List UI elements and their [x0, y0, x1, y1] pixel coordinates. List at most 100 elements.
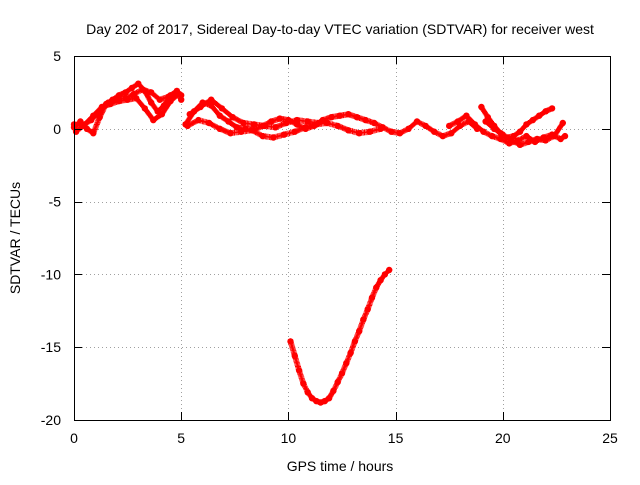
- data-point: [396, 130, 404, 137]
- x-tick-label: 25: [602, 430, 618, 446]
- data-point: [431, 128, 438, 135]
- data-point: [523, 132, 530, 140]
- data-point: [259, 132, 266, 140]
- data-point: [218, 105, 226, 112]
- data-series-arc-6: [186, 96, 322, 131]
- data-point: [115, 97, 123, 105]
- data-point: [377, 277, 384, 284]
- data-point: [225, 118, 232, 125]
- data-point: [90, 130, 97, 137]
- data-point: [283, 119, 290, 127]
- label-layer: 0 5 10 15 20 25 5 0 -5 -10 -15 -20: [41, 48, 618, 446]
- data-layer: [70, 80, 569, 406]
- data-point: [124, 96, 131, 103]
- data-series-arc-10: [287, 266, 393, 406]
- data-point: [107, 100, 114, 108]
- y-axis-label: SDTVAR / TECUs: [7, 182, 23, 294]
- data-point: [478, 103, 485, 111]
- data-point: [148, 89, 155, 96]
- x-tick-label: 20: [495, 430, 511, 446]
- data-point: [551, 132, 558, 140]
- data-point: [454, 118, 461, 125]
- data-point: [373, 284, 380, 291]
- data-point: [542, 137, 549, 144]
- data-point: [135, 80, 142, 87]
- data-point: [300, 380, 307, 387]
- data-point: [261, 122, 268, 130]
- data-point: [175, 90, 183, 98]
- y-tick-label: -5: [49, 194, 62, 210]
- data-point: [291, 128, 298, 135]
- data-point: [542, 108, 549, 115]
- data-point: [356, 328, 363, 335]
- data-point: [446, 122, 453, 130]
- data-point: [141, 105, 148, 112]
- data-point: [548, 105, 556, 112]
- data-point: [353, 114, 361, 121]
- data-point: [184, 122, 191, 130]
- data-point: [81, 121, 88, 128]
- x-tick-label: 15: [388, 430, 404, 446]
- data-point: [371, 119, 378, 127]
- data-point: [229, 114, 236, 121]
- data-point: [364, 306, 371, 313]
- data-point: [523, 121, 530, 128]
- data-point: [488, 132, 496, 140]
- chart-title: Day 202 of 2017, Sidereal Day-to-day VTE…: [86, 21, 594, 37]
- data-point: [328, 114, 335, 121]
- data-point: [561, 132, 569, 140]
- data-point: [386, 266, 393, 274]
- data-point: [345, 111, 352, 118]
- data-point: [499, 131, 506, 138]
- data-point: [536, 112, 543, 119]
- plot-frame: [74, 56, 611, 421]
- data-point: [272, 124, 279, 131]
- data-point: [208, 96, 215, 103]
- data-point: [156, 96, 163, 103]
- data-point: [148, 99, 155, 106]
- data-point: [197, 103, 204, 111]
- data-point: [360, 316, 367, 323]
- data-point: [516, 141, 524, 148]
- data-point: [240, 119, 247, 127]
- data-point: [529, 116, 536, 124]
- data-point: [216, 125, 223, 132]
- data-point: [122, 89, 129, 96]
- x-tick-label: 0: [70, 430, 78, 446]
- data-point: [347, 349, 354, 357]
- data-point: [491, 125, 498, 132]
- data-point: [368, 294, 376, 301]
- data-point: [388, 128, 395, 135]
- data-point: [471, 121, 479, 128]
- data-point: [248, 127, 256, 134]
- tick-layer: [74, 56, 611, 421]
- y-tick-label: 0: [53, 121, 61, 137]
- data-point: [356, 130, 363, 137]
- x-axis-label: GPS time / hours: [287, 458, 394, 474]
- data-point: [334, 378, 341, 386]
- data-series-arc-5: [184, 116, 384, 141]
- data-point: [293, 116, 301, 124]
- data-point: [334, 122, 341, 130]
- data-series-arc-9: [482, 118, 566, 148]
- data-point: [413, 118, 421, 125]
- data-point: [533, 135, 541, 143]
- data-point: [133, 95, 140, 102]
- data-point: [362, 116, 369, 124]
- data-point: [345, 127, 352, 134]
- data-point: [238, 128, 245, 135]
- data-point: [422, 122, 429, 130]
- data-series-arc-3: [72, 90, 183, 135]
- data-point: [304, 118, 311, 125]
- data-point: [463, 112, 470, 119]
- data-point: [482, 118, 489, 125]
- data-point: [439, 132, 446, 140]
- data-point: [366, 128, 374, 135]
- x-tick-label: 10: [281, 430, 297, 446]
- data-point: [276, 115, 283, 122]
- data-point: [336, 112, 344, 119]
- data-point: [302, 124, 309, 131]
